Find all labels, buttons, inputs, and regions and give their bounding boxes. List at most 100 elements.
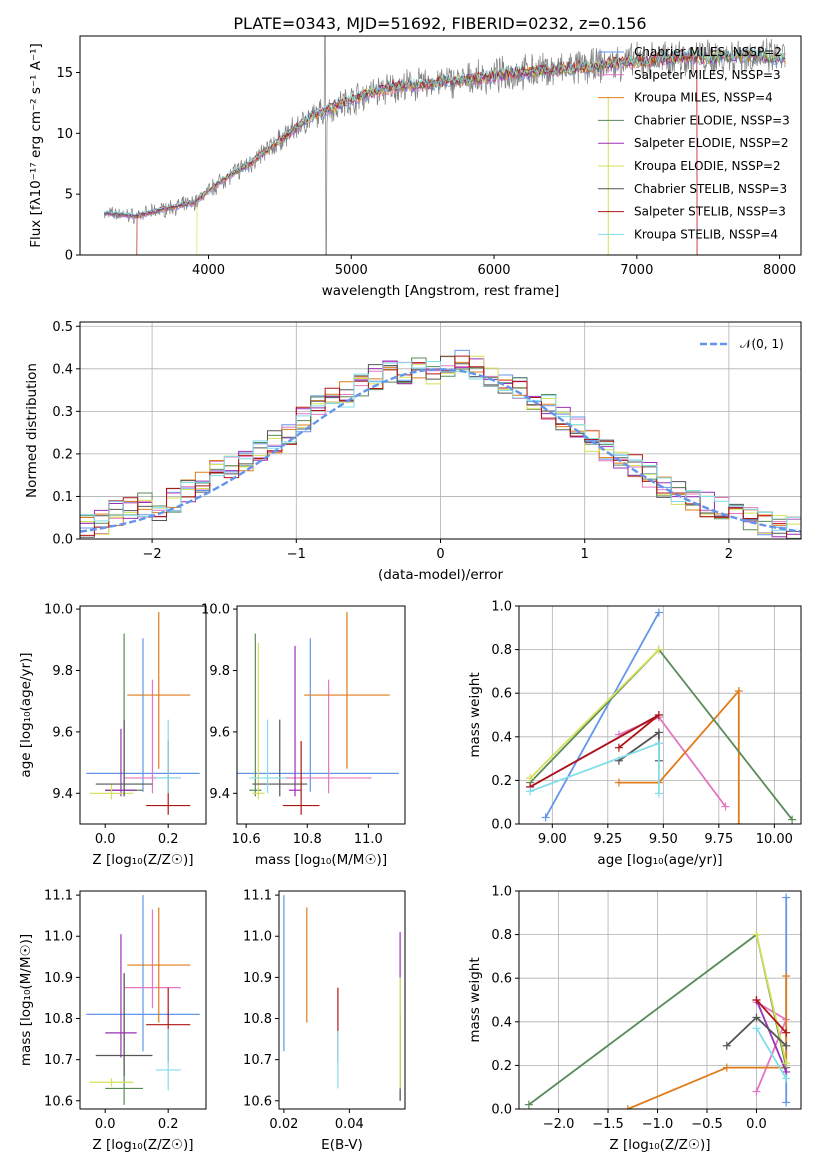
plot-area <box>86 895 200 1105</box>
weight-marker-chabrier_miles <box>654 608 663 617</box>
y-tick-label: 10.9 <box>243 971 272 986</box>
y-tick-label: 0.5 <box>52 320 73 335</box>
weight-marker-kroupa_miles <box>623 1105 632 1109</box>
weight-line-salpeter_miles <box>618 716 727 808</box>
y-tick-label: 0.3 <box>52 405 73 420</box>
errorbar-point-kroupa_elodie <box>89 784 134 800</box>
x-tick-label: 10.6 <box>232 832 261 847</box>
x-tick-label: 0.0 <box>95 1117 116 1132</box>
plot-area <box>103 36 786 255</box>
errorbar-point-chabrier_stelib <box>95 719 153 797</box>
x-tick-label: 10.00 <box>756 832 793 847</box>
plot-area <box>283 895 401 1101</box>
y-tick-label: 5 <box>65 188 73 203</box>
x-tick-label: 0.02 <box>269 1117 298 1132</box>
plot-spectrum: 4000 5000 6000 7000 8000 0 5 10 15 wavelength [An… <box>28 35 802 299</box>
x-axis-label: mass [log₁₀(M/M☉)] <box>255 852 387 868</box>
errorbar-point-salpeter_miles <box>124 679 181 794</box>
weight-marker-chabrier_stelib <box>752 1013 761 1022</box>
x-tick-label: −2.0 <box>543 1117 575 1132</box>
plot-age_vs_mass: 10.6 10.8 11.0 9.4 9.6 9.8 10.0 mass [log₁₀(M/M… <box>201 603 406 868</box>
weight-marker-kroupa_miles <box>614 778 623 787</box>
x-tick-label: 0.0 <box>746 1117 767 1132</box>
errorbar-point-kroupa_miles <box>304 612 390 769</box>
weight-marker-kroupa_stelib <box>752 1024 761 1033</box>
weight-line-salpeter_stelib <box>755 999 787 1034</box>
y-tick-label: 9.6 <box>209 725 230 740</box>
x-tick-label: 2 <box>725 547 733 562</box>
residual-hist-salpeter_stelib <box>80 355 801 539</box>
weight-marker-kroupa_miles <box>782 972 791 981</box>
errorbar-point-kroupa_stelib <box>155 1028 181 1091</box>
y-tick-label: 10.8 <box>243 1012 272 1027</box>
weight-marker-salpeter_stelib <box>654 711 663 719</box>
y-tick-label: 0.0 <box>491 1103 512 1118</box>
y-axis-label: Normed distribution <box>24 363 40 498</box>
weight-marker-kroupa_elodie <box>526 774 535 783</box>
x-tick-label: 5000 <box>335 263 368 278</box>
weight-marker-chabrier_elodie <box>524 1100 533 1109</box>
x-tick-label: 9.50 <box>649 832 678 847</box>
weight-marker-chabrier_miles <box>541 813 550 822</box>
weight-line-kroupa_elodie <box>529 648 660 779</box>
y-tick-label: 0.2 <box>491 1059 512 1074</box>
y-tick-label: 10.9 <box>44 971 73 986</box>
weight-line-chabrier_elodie <box>529 648 793 821</box>
weight-line-chabrier_miles <box>544 612 660 818</box>
normal-curve <box>80 368 801 533</box>
x-axis-label: Z [log₁₀(Z/Z☉)] <box>609 1137 710 1153</box>
weight-marker-salpeter_miles <box>752 1087 761 1096</box>
residual-hist-kroupa_stelib <box>80 360 801 531</box>
y-tick-label: 10.0 <box>201 603 230 618</box>
y-tick-label: 10 <box>56 127 73 142</box>
x-tick-label: 9.75 <box>704 832 733 847</box>
plot-area <box>86 612 200 815</box>
legend-entry-kroupa_stelib: Kroupa STELIB, NSSP=4 <box>634 227 778 241</box>
x-tick-label: 0 <box>436 547 444 562</box>
x-tick-label: −1.5 <box>592 1117 624 1132</box>
weight-marker-kroupa_miles <box>734 820 743 824</box>
x-axis-label: wavelength [Angstrom, rest frame] <box>322 283 560 299</box>
weight-marker-salpeter_stelib <box>614 743 623 752</box>
y-tick-label: 0.4 <box>491 730 512 745</box>
weight-marker-kroupa_stelib <box>654 789 663 798</box>
weight-marker-chabrier_stelib <box>782 1041 791 1050</box>
y-tick-label: 10.7 <box>243 1053 272 1068</box>
y-tick-label: 9.8 <box>209 664 230 679</box>
weight-marker-chabrier_miles <box>782 893 791 902</box>
y-tick-label: 0.8 <box>491 643 512 658</box>
spectrum-model-chabrier_stelib <box>104 48 786 217</box>
plot-frame <box>79 605 207 825</box>
errorbar-point-kroupa_miles <box>127 612 191 769</box>
plot-frame <box>79 35 802 256</box>
x-axis-label: E(B-V) <box>321 1137 363 1153</box>
x-tick-label: −1 <box>287 547 306 562</box>
weight-marker-salpeter_stelib <box>782 1028 791 1037</box>
y-axis-label: mass [log₁₀(M/M☉)] <box>18 934 34 1066</box>
x-tick-label: −2 <box>143 547 162 562</box>
x-tick-label: 7000 <box>620 263 653 278</box>
errorbar-point-chabrier_miles <box>237 638 399 792</box>
y-tick-label: 11.0 <box>44 930 73 945</box>
y-tick-label: 0 <box>65 249 73 264</box>
y-tick-label: 10.6 <box>243 1094 272 1109</box>
weight-line-kroupa_miles <box>627 976 788 1109</box>
x-tick-label: 0.2 <box>158 832 179 847</box>
y-tick-label: 15 <box>56 66 73 81</box>
errorbar-point-chabrier_miles <box>86 895 200 1052</box>
weight-marker-salpeter_stelib <box>752 996 761 1004</box>
x-axis-label: (data-model)/error <box>378 567 504 583</box>
y-tick-label: 11.0 <box>243 930 272 945</box>
errorbar-point-salpeter_stelib <box>282 741 320 815</box>
weight-marker-kroupa_miles <box>734 687 743 696</box>
y-tick-label: 9.6 <box>52 725 73 740</box>
errorbar-point-chabrier_elodie <box>249 633 262 797</box>
weight-marker-salpeter_miles <box>721 802 730 811</box>
x-tick-label: 11.0 <box>354 832 383 847</box>
weight-marker-kroupa_elodie <box>782 1059 791 1068</box>
plot-frame <box>79 890 207 1110</box>
weight-marker-kroupa_miles <box>722 1063 731 1072</box>
weight-marker-kroupa_stelib <box>654 739 663 748</box>
weight-marker-kroupa_stelib <box>782 1074 791 1083</box>
y-tick-label: 0.1 <box>52 490 73 505</box>
